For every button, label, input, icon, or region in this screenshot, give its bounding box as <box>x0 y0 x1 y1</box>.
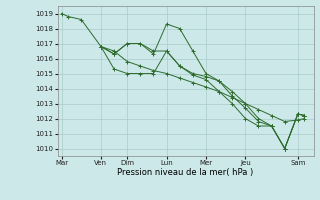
X-axis label: Pression niveau de la mer( hPa ): Pression niveau de la mer( hPa ) <box>117 168 254 177</box>
